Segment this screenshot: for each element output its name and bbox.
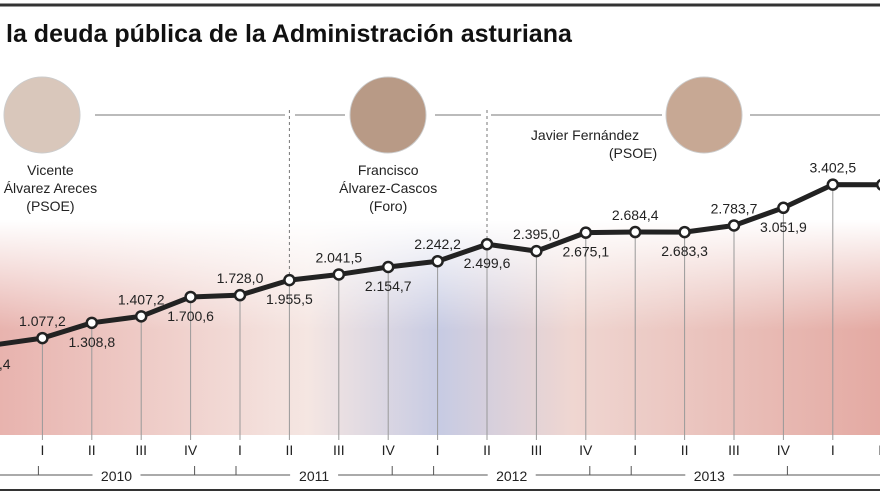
chart-title: la deuda pública de la Administración as… [6,20,573,48]
point [233,288,247,302]
value-label: 2.683,3 [661,243,708,259]
x-tick-label: IV [184,442,198,458]
photo [349,76,427,154]
point [579,226,593,239]
point [777,201,790,215]
value-label: 1.407,2 [118,291,165,307]
value-label: 2.675,1 [562,244,609,260]
x-tick-label: II [483,442,491,458]
value-label: 2.499,6 [464,255,511,271]
x-tick-label: I [831,442,835,458]
president-label: Álvarez-Cascos [339,180,437,196]
year-label-bg [487,466,536,484]
point [184,290,197,304]
value-label: 2.684,4 [612,207,659,223]
point [628,225,642,239]
photo [3,76,81,154]
value-label: 1.700,6 [167,308,214,324]
point [678,225,691,239]
x-tick-label: III [728,442,740,458]
year-label-bg [290,466,339,484]
year-label-bg [685,466,734,484]
x-tick-label: II [681,442,689,458]
x-tick-label: I [40,442,44,458]
x-tick-label: I [633,442,637,458]
president-label: (Foro) [369,198,407,214]
president-label: Javier Fernández [531,127,639,143]
president-label: (PSOE) [26,198,74,214]
x-tick-label: III [135,442,147,458]
x-tick-label: I [238,442,242,458]
x-tick-label: I [436,442,440,458]
year-label: 2013 [694,468,725,484]
year-label: 2012 [496,468,527,484]
point [530,244,543,258]
value-label: 2.395,0 [513,226,560,242]
x-tick-label: III [531,442,543,458]
bottom-rule [0,489,880,491]
value-label: 1.308,8 [68,334,115,350]
point [134,310,148,323]
x-tick-label: II [878,442,880,458]
point [875,178,880,191]
point [36,331,49,345]
year-label: 2010 [101,468,132,484]
value-label: 3.051,9 [760,219,807,235]
x-tick-label: III [333,442,345,458]
point [727,219,741,232]
value-label: 2.783,7 [711,200,758,216]
year-label-bg [92,466,141,484]
president-label: Francisco [358,162,419,178]
value-label: 1.728,0 [217,270,264,286]
point [381,260,395,274]
photos [3,76,743,154]
photo [665,76,743,154]
x-tick-label: IV [579,442,593,458]
x-tick-label: IV [382,442,396,458]
president-label: Álvarez Areces [4,180,97,196]
value-label: 1.955,5 [266,291,313,307]
year-label: 2011 [299,468,329,484]
point [480,237,494,251]
x-tick-label: II [88,442,96,458]
point [826,178,840,191]
x-tick-label: II [286,442,294,458]
point [85,316,99,330]
point [332,268,346,281]
president-label: Vicente [27,162,74,178]
value-label: 970,4 [0,356,11,372]
value-label: 2.041,5 [315,249,362,265]
value-label: 3.402,5 [809,160,856,176]
value-label: 2.154,7 [365,278,412,294]
president-label: (PSOE) [609,145,657,161]
value-label: 2.242,2 [414,236,461,252]
point [283,273,296,287]
value-label: 1.077,2 [19,313,66,329]
point [431,254,444,268]
x-tick-label: IV [777,442,791,458]
